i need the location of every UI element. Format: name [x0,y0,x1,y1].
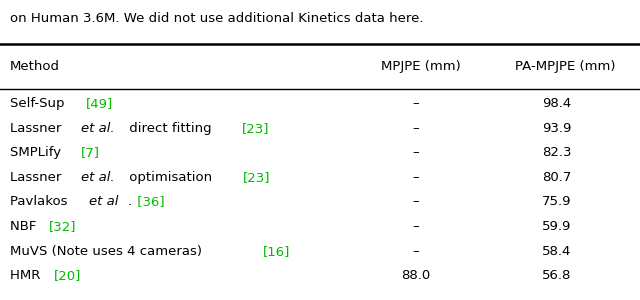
Text: –: – [413,122,419,135]
Text: .: . [127,195,131,208]
Text: NBF: NBF [10,220,40,233]
Text: [36]: [36] [132,195,164,208]
Text: Pavlakos: Pavlakos [10,195,71,208]
Text: et al: et al [89,195,118,208]
Text: [23]: [23] [242,122,269,135]
Text: [49]: [49] [85,97,113,110]
Text: Method: Method [10,60,60,73]
Text: 75.9: 75.9 [542,195,572,208]
Text: 98.4: 98.4 [542,97,572,110]
Text: 58.4: 58.4 [542,244,572,258]
Text: –: – [413,97,419,110]
Text: on Human 3.6M. We did not use additional Kinetics data here.: on Human 3.6M. We did not use additional… [10,12,423,25]
Text: direct fitting: direct fitting [125,122,216,135]
Text: –: – [413,146,419,159]
Text: HMR: HMR [10,269,44,282]
Text: PA-MPJPE (mm): PA-MPJPE (mm) [515,60,616,73]
Text: et al.: et al. [81,122,115,135]
Text: –: – [413,195,419,208]
Text: MPJPE (mm): MPJPE (mm) [381,60,461,73]
Text: –: – [413,171,419,184]
Text: Lassner: Lassner [10,171,65,184]
Text: 56.8: 56.8 [542,269,572,282]
Text: 80.7: 80.7 [542,171,572,184]
Text: Self-Sup: Self-Sup [10,97,68,110]
Text: optimisation: optimisation [125,171,216,184]
Text: 88.0: 88.0 [401,269,431,282]
Text: –: – [413,220,419,233]
Text: SMPLify: SMPLify [10,146,65,159]
Text: [23]: [23] [243,171,270,184]
Text: MuVS (Note uses 4 cameras): MuVS (Note uses 4 cameras) [10,244,206,258]
Text: [7]: [7] [81,146,100,159]
Text: –: – [413,244,419,258]
Text: [32]: [32] [49,220,77,233]
Text: Lassner: Lassner [10,122,65,135]
Text: 59.9: 59.9 [542,220,572,233]
Text: et al.: et al. [81,171,115,184]
Text: 82.3: 82.3 [542,146,572,159]
Text: [16]: [16] [263,244,290,258]
Text: [20]: [20] [54,269,82,282]
Text: 93.9: 93.9 [542,122,572,135]
